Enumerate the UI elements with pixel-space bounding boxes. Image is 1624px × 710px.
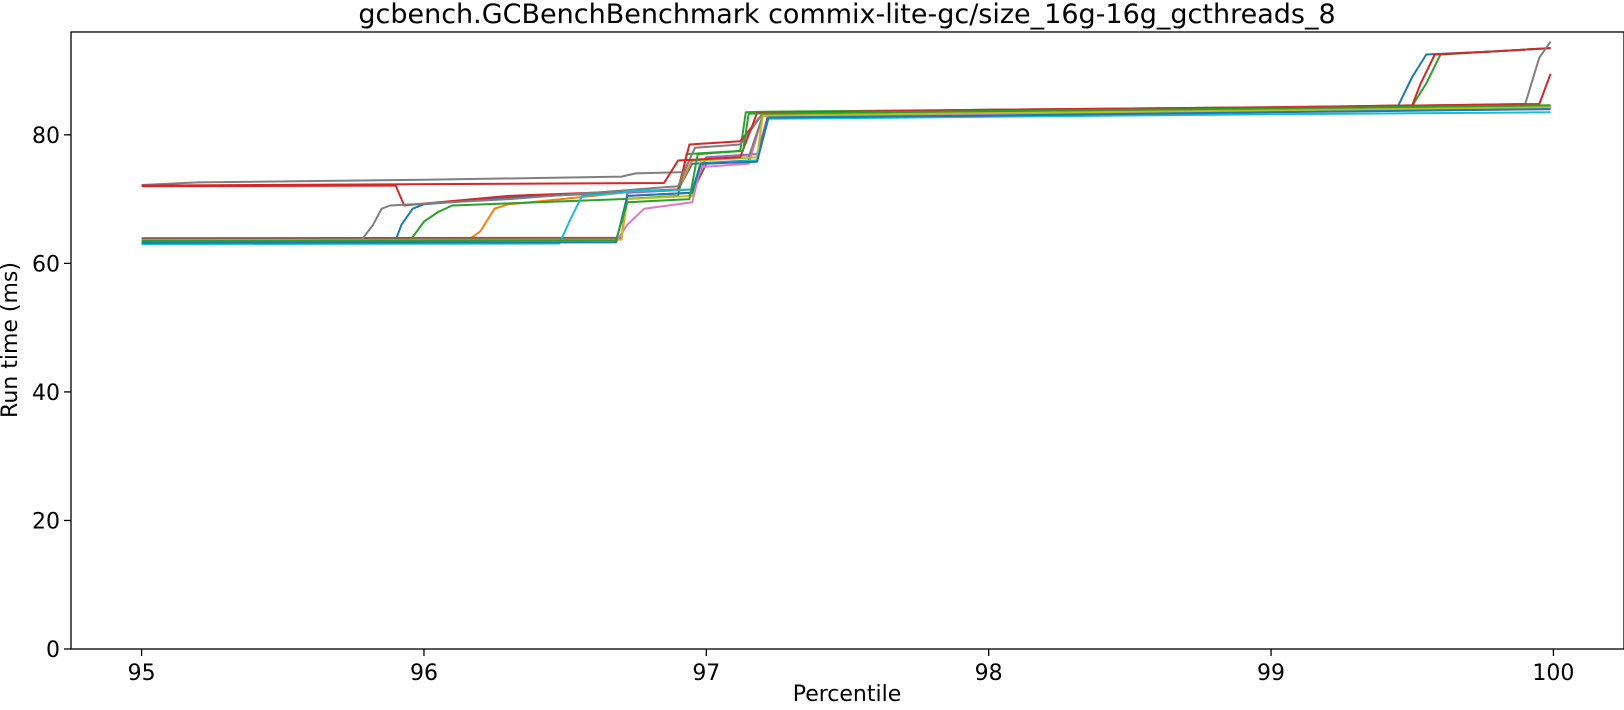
x-axis-ticks: 95 96 97 98 99 100	[128, 649, 1574, 686]
chart-title: gcbench.GCBenchBenchmark commix-lite-gc/…	[358, 0, 1335, 30]
x-tick-label: 97	[692, 661, 720, 686]
series-layer	[141, 41, 1552, 246]
x-tick-label: 100	[1532, 661, 1574, 686]
y-tick-label: 80	[32, 124, 60, 149]
y-tick-label: 20	[32, 509, 60, 534]
y-axis-ticks: 0 20 40 60 80	[32, 124, 71, 663]
series-line-9	[141, 106, 1551, 242]
y-axis-label: Run time (ms)	[0, 262, 23, 418]
x-tick-label: 95	[128, 661, 156, 686]
x-axis-label: Percentile	[793, 682, 902, 707]
x-tick-label: 96	[410, 661, 438, 686]
y-tick-label: 0	[46, 638, 60, 663]
x-tick-label: 99	[1257, 661, 1285, 686]
series-line-13	[141, 104, 1551, 242]
y-tick-label: 60	[32, 252, 60, 277]
y-tick-label: 40	[32, 381, 60, 406]
plot-frame	[70, 31, 1624, 650]
x-tick-label: 98	[975, 661, 1003, 686]
